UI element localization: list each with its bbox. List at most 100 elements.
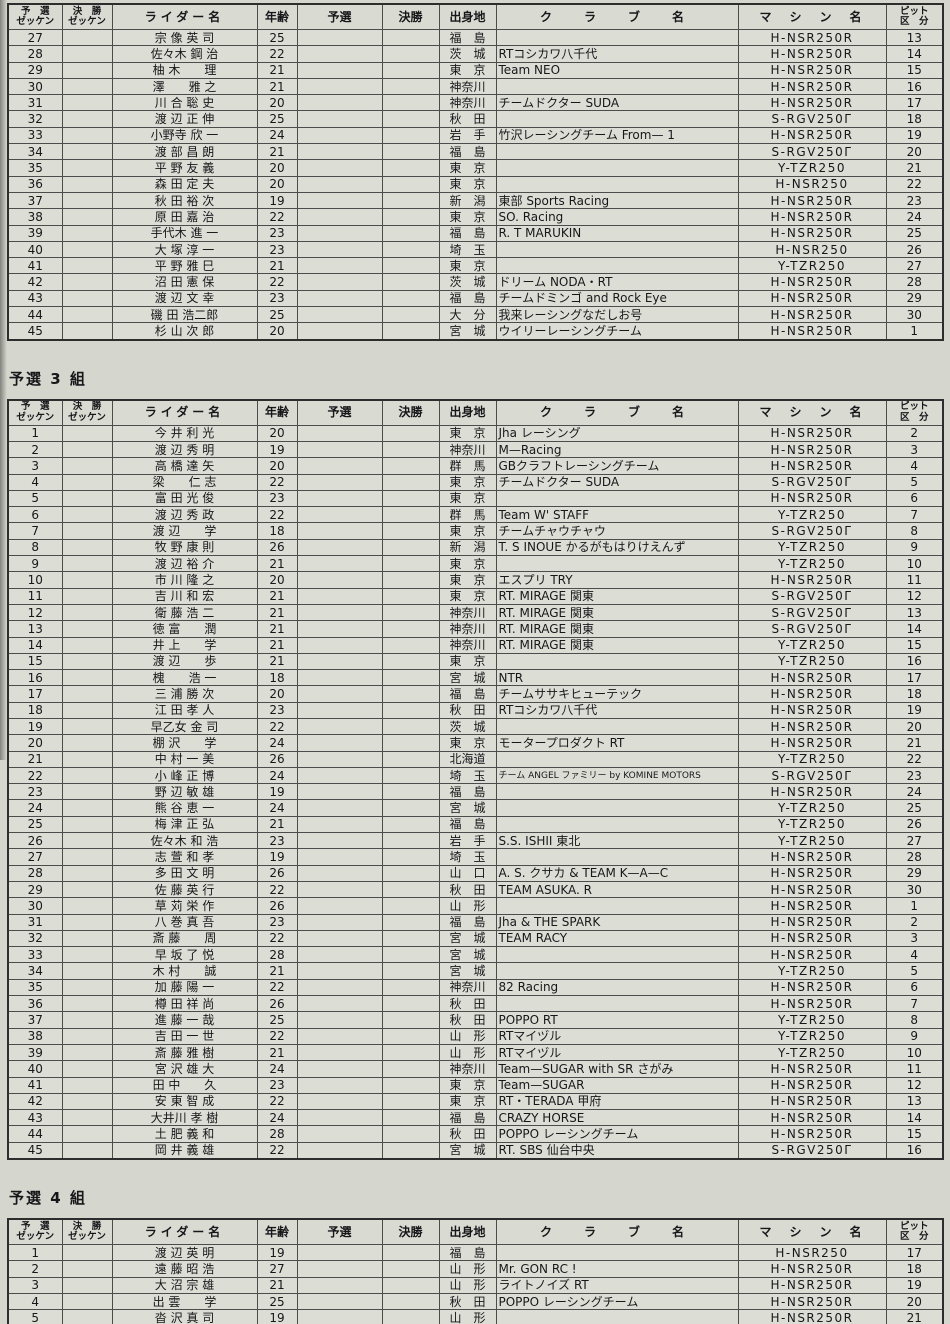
club-cell <box>495 848 739 866</box>
entry-row: 35 平 野 友 義 20 東 京 Y-TZR250 21 <box>7 159 944 177</box>
final-time-cell <box>381 603 440 622</box>
final-zekken-cell <box>61 783 113 801</box>
qual-zekken-cell: 33 <box>7 126 63 145</box>
age-cell: 21 <box>256 652 298 671</box>
club-cell: CRAZY HORSE <box>495 1109 739 1127</box>
rider-name-cell: 佐々木 和 浩 <box>111 832 258 850</box>
final-time-cell <box>381 28 440 47</box>
rider-name-cell: 遠 藤 昭 浩 <box>111 1260 258 1278</box>
final-zekken-cell <box>61 587 113 605</box>
qual-time-cell <box>296 1109 383 1127</box>
pit-cell: 17 <box>885 669 944 687</box>
origin-cell: 埼 玉 <box>438 240 497 259</box>
final-time-cell <box>381 224 440 242</box>
final-time-cell <box>381 322 440 341</box>
qual-time-cell <box>296 473 383 491</box>
final-zekken-cell <box>61 1011 113 1029</box>
age-cell: 24 <box>256 734 298 752</box>
rider-name-cell: 宮 沢 雄 大 <box>111 1060 258 1078</box>
club-cell <box>495 799 739 817</box>
age-cell: 24 <box>256 1060 298 1078</box>
origin-cell: 神奈川 <box>438 620 497 638</box>
club-cell: ライトノイズ RT <box>495 1276 739 1294</box>
final-zekken-cell <box>61 191 113 210</box>
entry-row: 1 今 井 利 光 20 東 京 Jha レーシング H-NSR250R 2 <box>7 424 944 442</box>
rider-name-cell: 澤 雅 之 <box>111 77 258 96</box>
age-cell: 23 <box>256 224 298 242</box>
rider-name-cell: 平 野 雅 巳 <box>111 257 258 275</box>
club-cell: Team—SUGAR with SR さがみ <box>495 1060 739 1078</box>
qual-time-cell <box>296 1309 383 1324</box>
header-label-line: 予選 <box>327 405 352 420</box>
entry-row: 11 吉 川 和 宏 21 東 京 RT. MIRAGE 関東 S-RGV250Γ 12 <box>7 587 944 605</box>
qual-zekken-cell: 1 <box>7 424 63 442</box>
age-cell: 20 <box>256 457 298 475</box>
club-cell: RT. MIRAGE 関東 <box>495 603 739 622</box>
club-cell: チームドクター SUDA <box>495 94 739 112</box>
qual-time-cell <box>296 61 383 79</box>
pit-header: ピット区 分 <box>885 1218 944 1245</box>
entry-row: 32 斎 藤 周 22 宮 城 TEAM RACY H-NSR250R 3 <box>7 929 944 948</box>
entry-row: 31 川 合 聡 史 20 神奈川 チームドクター SUDA H-NSR250R 17 <box>7 94 944 112</box>
club-cell <box>495 962 739 980</box>
origin-cell: 神奈川 <box>438 978 497 997</box>
final-time-cell <box>381 750 440 768</box>
origin-cell: 神奈川 <box>438 440 497 459</box>
machine-cell: Y-TZR250 <box>737 962 887 980</box>
entry-row: 24 熊 谷 恵 一 24 宮 城 Y-TZR250 25 <box>7 799 944 817</box>
machine-cell: S-RGV250Γ <box>737 522 887 540</box>
origin-cell: 山 形 <box>438 1027 497 1045</box>
rider-name-cell: 吉 川 和 宏 <box>111 587 258 605</box>
rider-name-cell: 三 浦 勝 次 <box>111 685 258 703</box>
qual-zekken-cell: 1 <box>7 1243 63 1262</box>
final-zekken-header: 決 勝ゼッケン <box>61 1218 113 1245</box>
qual-time-cell <box>296 652 383 671</box>
qual-time-cell <box>296 669 383 687</box>
final-time-cell <box>381 620 440 638</box>
entry-row: 30 澤 雅 之 21 神奈川 H-NSR250R 16 <box>7 77 944 96</box>
header-label-line: 決 勝 <box>72 5 102 17</box>
age-cell: 19 <box>256 191 298 210</box>
final-zekken-cell <box>61 1141 113 1160</box>
age-cell: 23 <box>256 1076 298 1094</box>
machine-cell: Y-TZR250 <box>737 1027 887 1045</box>
age-cell: 24 <box>256 1109 298 1127</box>
machine-header: マ シ ン 名 <box>737 1218 887 1245</box>
qual-time-cell <box>296 603 383 622</box>
rider-name-cell: 沓 沢 真 司 <box>111 1309 258 1324</box>
qual-zekken-cell: 2 <box>7 440 63 459</box>
header-label-line: 決勝 <box>398 405 423 420</box>
header-label-line: ク ラ ブ 名 <box>539 1224 694 1239</box>
origin-cell: 宮 城 <box>438 929 497 948</box>
final-time-cell <box>381 848 440 866</box>
age-cell: 20 <box>256 424 298 442</box>
header-label-line: 予 選 <box>20 1220 50 1232</box>
pit-header: ピット区 分 <box>885 399 944 426</box>
final-time-cell <box>381 897 440 915</box>
qual-time-cell <box>296 224 383 242</box>
club-cell: GBクラフトレーシングチーム <box>495 457 739 475</box>
qual-zekken-cell: 40 <box>7 240 63 259</box>
qual-time-cell <box>296 240 383 259</box>
final-zekken-cell <box>61 1043 113 1062</box>
header-row: 予 選ゼッケン決 勝ゼッケン ライダー名 年齢 予選 決勝 出身地ク ラ ブ 名マ シ ン… <box>7 3 944 30</box>
origin-cell: 宮 城 <box>438 322 497 341</box>
final-zekken-cell <box>61 913 113 931</box>
origin-cell: 神奈川 <box>438 636 497 654</box>
header-label-line: 予選 <box>327 9 352 24</box>
rider-name-cell: 沼 田 憲 保 <box>111 273 258 291</box>
final-zekken-cell <box>61 94 113 112</box>
origin-cell: 福 島 <box>438 28 497 47</box>
final-zekken-cell <box>61 175 113 193</box>
qual-zekken-header: 予 選ゼッケン <box>7 399 63 426</box>
header-label-line: 出身地 <box>449 405 486 420</box>
qual-zekken-cell: 27 <box>7 28 63 47</box>
pit-cell: 6 <box>885 489 944 508</box>
entry-row: 42 安 東 智 成 22 東 京 RT・TERADA 甲府 H-NSR250R 13 <box>7 1092 944 1111</box>
final-zekken-cell <box>61 1109 113 1127</box>
final-zekken-cell <box>61 929 113 948</box>
club-cell <box>495 175 739 193</box>
qual-time-cell <box>296 489 383 508</box>
age-cell: 22 <box>256 1027 298 1045</box>
origin-cell: 東 京 <box>438 473 497 491</box>
